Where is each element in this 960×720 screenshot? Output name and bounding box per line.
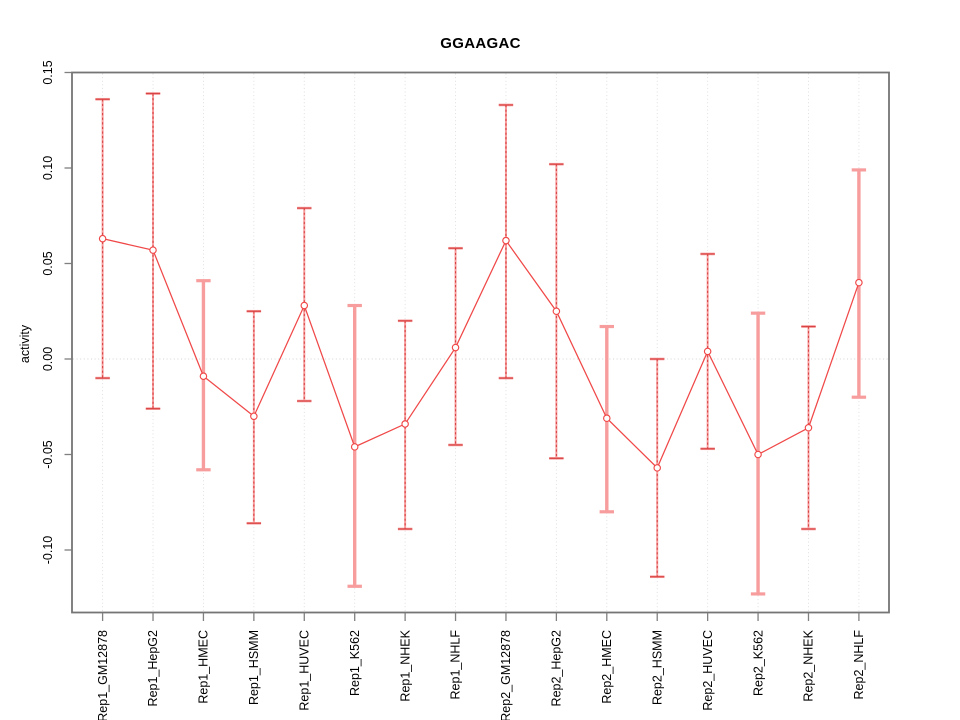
data-point-marker [502,236,510,245]
y-tick-label: 0.00 [41,347,55,371]
data-point-marker [653,464,661,472]
markers [98,234,863,472]
activity-line [102,238,860,469]
y-tick-label: -0.10 [41,536,55,565]
x-tick-label: Rep1_HUVEC [297,630,311,711]
x-tick-label: Rep2_HMEC [600,630,614,704]
data-point-marker [401,420,409,428]
data-point-marker [300,301,309,310]
x-tick-label: Rep1_HepG2 [146,630,160,706]
x-tick-label: Rep1_NHLF [449,630,463,700]
data-point-marker [804,423,813,432]
chart-title: GGAAGAC [440,35,521,52]
data-point-marker [350,443,359,451]
x-tick-label: Rep1_HMEC [197,630,211,704]
plot-border [71,71,890,614]
data-point-marker [552,307,561,316]
data-point-marker [855,278,863,287]
x-tick-label: Rep2_NHLF [852,630,866,700]
data-point-marker [703,347,712,356]
x-tick-label: Rep2_HUVEC [701,630,715,711]
x-tick-label: Rep2_HepG2 [550,630,564,706]
y-tick-label: 0.10 [41,156,55,180]
data-point-marker [754,450,762,459]
x-tick-label: Rep2_HSMM [650,630,664,705]
data-point-marker [451,343,460,352]
x-tick-label: Rep1_NHEK [398,629,412,701]
y-tick-label: -0.05 [41,440,55,469]
error-bars [95,92,867,596]
data-point-marker [199,372,208,380]
data-point-marker [250,412,258,421]
x-tick-label: Rep2_GM12878 [499,630,513,720]
x-tick-label: Rep1_K562 [348,630,362,696]
y-axis-label: activity [18,324,32,364]
x-tick-label: Rep2_NHEK [802,629,816,701]
x-tick-label: Rep1_HSMM [247,630,261,705]
data-point-marker [603,414,611,422]
data-point-marker [98,234,107,243]
y-tick-label: 0.15 [41,60,55,84]
y-tick-label: 0.05 [41,251,55,275]
x-tick-label: Rep1_GM12878 [96,630,110,720]
x-tick-label: Rep2_K562 [751,630,765,696]
gridlines [73,73,888,612]
x-axis: Rep1_GM12878 Rep1_HepG2 Rep1_HMEC Rep1_HSMM… [96,613,866,720]
y-axis: 0.15 0.10 0.05 0.00 -0.05 -0.10 [41,60,72,564]
series-line [102,238,860,469]
data-point-marker [149,246,157,254]
